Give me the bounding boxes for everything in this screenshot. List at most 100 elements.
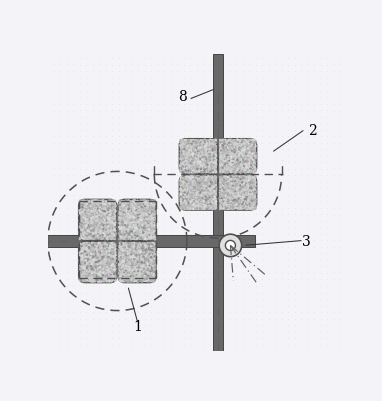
Point bbox=[240, 156, 246, 162]
Point bbox=[83, 277, 89, 283]
Point bbox=[207, 237, 213, 243]
Point bbox=[91, 204, 97, 210]
Point bbox=[201, 144, 207, 150]
Point bbox=[188, 151, 194, 158]
Point bbox=[84, 268, 90, 274]
Point bbox=[122, 219, 128, 226]
Point bbox=[82, 221, 88, 227]
Point bbox=[174, 126, 180, 133]
Point bbox=[86, 240, 92, 247]
Point bbox=[246, 176, 252, 182]
Point bbox=[208, 159, 214, 165]
Point bbox=[193, 147, 199, 153]
Point bbox=[140, 200, 146, 207]
Point bbox=[252, 174, 258, 180]
Point bbox=[109, 274, 115, 281]
Point bbox=[212, 200, 218, 206]
Point bbox=[128, 256, 134, 263]
Point bbox=[202, 191, 208, 198]
Point bbox=[142, 113, 148, 120]
Point bbox=[126, 270, 133, 277]
Point bbox=[131, 219, 138, 226]
Point bbox=[189, 146, 195, 152]
Point bbox=[128, 216, 134, 223]
Point bbox=[213, 159, 219, 165]
Point bbox=[191, 183, 197, 189]
Point bbox=[111, 267, 117, 273]
Point bbox=[92, 213, 98, 219]
Point bbox=[136, 245, 142, 251]
Point bbox=[220, 148, 226, 154]
Point bbox=[204, 151, 210, 158]
Point bbox=[207, 188, 213, 194]
Point bbox=[188, 211, 194, 218]
Point bbox=[227, 164, 233, 170]
Point bbox=[197, 203, 203, 209]
Point bbox=[70, 296, 76, 302]
Point bbox=[126, 218, 132, 225]
Point bbox=[182, 152, 188, 158]
Point bbox=[235, 154, 241, 161]
Point bbox=[247, 142, 253, 149]
Point bbox=[191, 161, 197, 167]
Point bbox=[125, 263, 131, 270]
Point bbox=[189, 201, 196, 207]
Point bbox=[250, 152, 256, 159]
Point bbox=[112, 270, 118, 276]
Point bbox=[182, 175, 188, 182]
Point bbox=[108, 258, 115, 264]
Point bbox=[272, 120, 278, 126]
Point bbox=[90, 216, 96, 222]
Point bbox=[132, 205, 138, 211]
Point bbox=[140, 277, 146, 283]
Point bbox=[86, 218, 92, 225]
Point bbox=[118, 277, 124, 284]
Point bbox=[233, 169, 239, 176]
Point bbox=[138, 253, 144, 259]
Point bbox=[235, 187, 241, 193]
Point bbox=[146, 269, 152, 275]
Point bbox=[146, 249, 152, 256]
Point bbox=[96, 55, 102, 61]
Point bbox=[239, 181, 245, 188]
Point bbox=[103, 254, 109, 260]
Point bbox=[141, 240, 147, 247]
Point bbox=[142, 206, 148, 212]
Point bbox=[127, 278, 133, 285]
Point bbox=[98, 275, 104, 282]
Point bbox=[205, 148, 211, 154]
Point bbox=[194, 87, 200, 94]
Point bbox=[220, 196, 226, 203]
Point bbox=[185, 190, 191, 196]
Point bbox=[212, 143, 218, 150]
Point bbox=[203, 174, 209, 180]
Point bbox=[196, 148, 202, 154]
Point bbox=[193, 175, 199, 182]
Point bbox=[178, 186, 184, 192]
Point bbox=[86, 244, 92, 251]
Point bbox=[200, 205, 206, 212]
Point bbox=[188, 140, 194, 147]
Point bbox=[235, 181, 241, 187]
Point bbox=[331, 283, 337, 289]
Point bbox=[241, 197, 247, 204]
Point bbox=[188, 151, 194, 157]
Point bbox=[137, 219, 143, 225]
Point bbox=[193, 203, 199, 209]
Point bbox=[197, 158, 203, 164]
Point bbox=[180, 196, 186, 203]
Point bbox=[199, 145, 205, 152]
Point bbox=[139, 246, 146, 253]
Point bbox=[236, 168, 243, 175]
Point bbox=[189, 192, 195, 198]
Point bbox=[88, 235, 94, 242]
Point bbox=[91, 202, 97, 208]
Point bbox=[123, 259, 129, 265]
Point bbox=[224, 152, 230, 159]
Point bbox=[223, 144, 230, 151]
Point bbox=[231, 149, 238, 155]
Point bbox=[132, 264, 138, 270]
Point bbox=[259, 270, 265, 276]
Point bbox=[236, 152, 242, 158]
Point bbox=[186, 146, 193, 152]
